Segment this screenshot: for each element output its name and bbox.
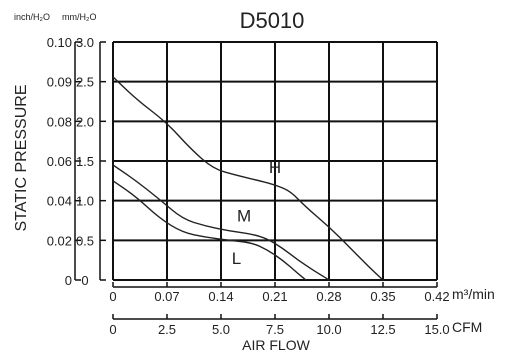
- y-tick-label-mm: 1.5: [76, 154, 94, 169]
- x-tick-label-m3min: 0.28: [316, 289, 341, 304]
- y-axis-label: STATIC PRESSURE: [13, 85, 30, 232]
- y-tick-label-mm: 3.0: [76, 35, 94, 50]
- y-tick-label-mm: 2.5: [76, 75, 94, 90]
- x-tick-label-m3min: 0.14: [208, 289, 233, 304]
- y-tick-label-mm: 0.5: [76, 233, 94, 248]
- series-label-h: H: [269, 158, 281, 177]
- series-line-h: [112, 76, 384, 281]
- series-lines: [112, 76, 384, 281]
- x-tick-label-m3min: 0.42: [424, 289, 449, 304]
- y-tick-label-inch: 0.06: [47, 154, 72, 169]
- x-tick-label-cfm: 5.0: [212, 322, 230, 337]
- grid: [112, 41, 438, 281]
- y-tick-label-inch: 0.02: [47, 233, 72, 248]
- y-tick-label-mm: 0: [81, 273, 88, 288]
- x-axis-label: AIR FLOW: [242, 337, 310, 353]
- y-units-outer: inch/H₂O: [14, 12, 50, 22]
- x-tick-label-cfm: 15.0: [424, 322, 449, 337]
- x-tick-label-m3min: 0.35: [370, 289, 395, 304]
- y-tick-label-mm: 2.0: [76, 114, 94, 129]
- x-tick-label-cfm: 0: [109, 322, 116, 337]
- y-units-inner: mm/H₂O: [62, 12, 97, 22]
- y-tick-label-inch: 0.10: [47, 35, 72, 50]
- series-line-m: [112, 164, 330, 281]
- x-units-top: m³/min: [452, 286, 495, 302]
- x-tick-label-cfm: 10.0: [316, 322, 341, 337]
- y-tick-label-inch: 0.08: [47, 114, 72, 129]
- y-tick-label-mm: 1.0: [76, 194, 94, 209]
- tick-labels: 0 0.5 1.0 1.5 2.0 2.5 3.0 0 0.02 0.04 0.06 0.08 0.09…: [47, 35, 450, 337]
- y-tick-label-inch: 0.09: [47, 75, 72, 90]
- x-units-bottom: CFM: [452, 319, 482, 335]
- series-label-l: L: [232, 249, 241, 268]
- x-tick-label-m3min: 0.07: [154, 289, 179, 304]
- x-tick-label-cfm: 2.5: [158, 322, 176, 337]
- y-tick-label-inch: 0.04: [47, 194, 72, 209]
- x-tick-label-m3min: 0.21: [262, 289, 287, 304]
- series-line-l: [112, 180, 307, 281]
- series-label-m: M: [237, 206, 251, 225]
- y-tick-label-inch: 0: [65, 273, 72, 288]
- x-tick-label-m3min: 0: [109, 289, 116, 304]
- x-tick-label-cfm: 12.5: [370, 322, 395, 337]
- chart-title: D5010: [240, 8, 305, 33]
- series-labels: H M L: [232, 158, 281, 268]
- x-tick-label-cfm: 7.5: [266, 322, 284, 337]
- axes: [74, 41, 438, 320]
